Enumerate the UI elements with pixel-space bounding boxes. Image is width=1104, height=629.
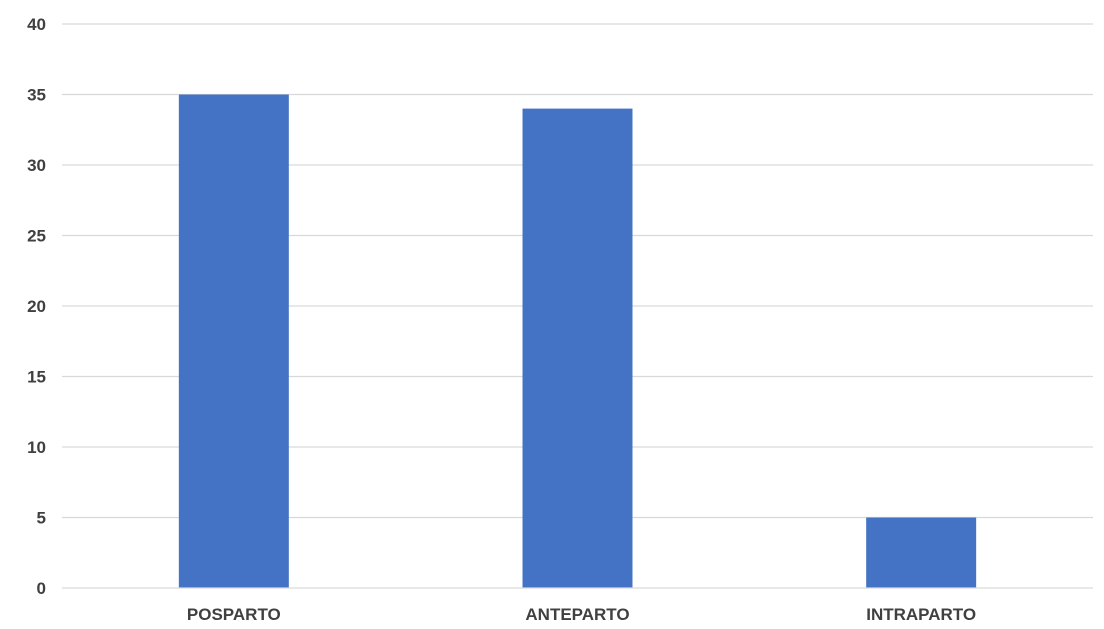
bar-anteparto xyxy=(522,108,633,588)
x-axis-category-labels: POSPARTO ANTEPARTO INTRAPARTO xyxy=(187,605,976,624)
y-tick-label: 5 xyxy=(37,509,46,528)
x-tick-label-intraparto: INTRAPARTO xyxy=(866,605,976,624)
y-axis-tick-labels: 0 5 10 15 20 25 30 35 40 xyxy=(27,15,46,598)
x-tick-label-posparto: POSPARTO xyxy=(187,605,281,624)
y-tick-label: 25 xyxy=(27,227,46,246)
y-tick-label: 35 xyxy=(27,86,46,105)
y-tick-label: 30 xyxy=(27,156,46,175)
x-tick-label-anteparto: ANTEPARTO xyxy=(525,605,629,624)
bar-intraparto xyxy=(866,517,977,588)
y-tick-label: 10 xyxy=(27,438,46,457)
y-tick-label: 15 xyxy=(27,368,46,387)
y-tick-label: 20 xyxy=(27,297,46,316)
bars xyxy=(178,94,977,588)
bar-posparto xyxy=(178,94,289,588)
y-tick-label: 40 xyxy=(27,15,46,34)
y-tick-label: 0 xyxy=(37,579,46,598)
